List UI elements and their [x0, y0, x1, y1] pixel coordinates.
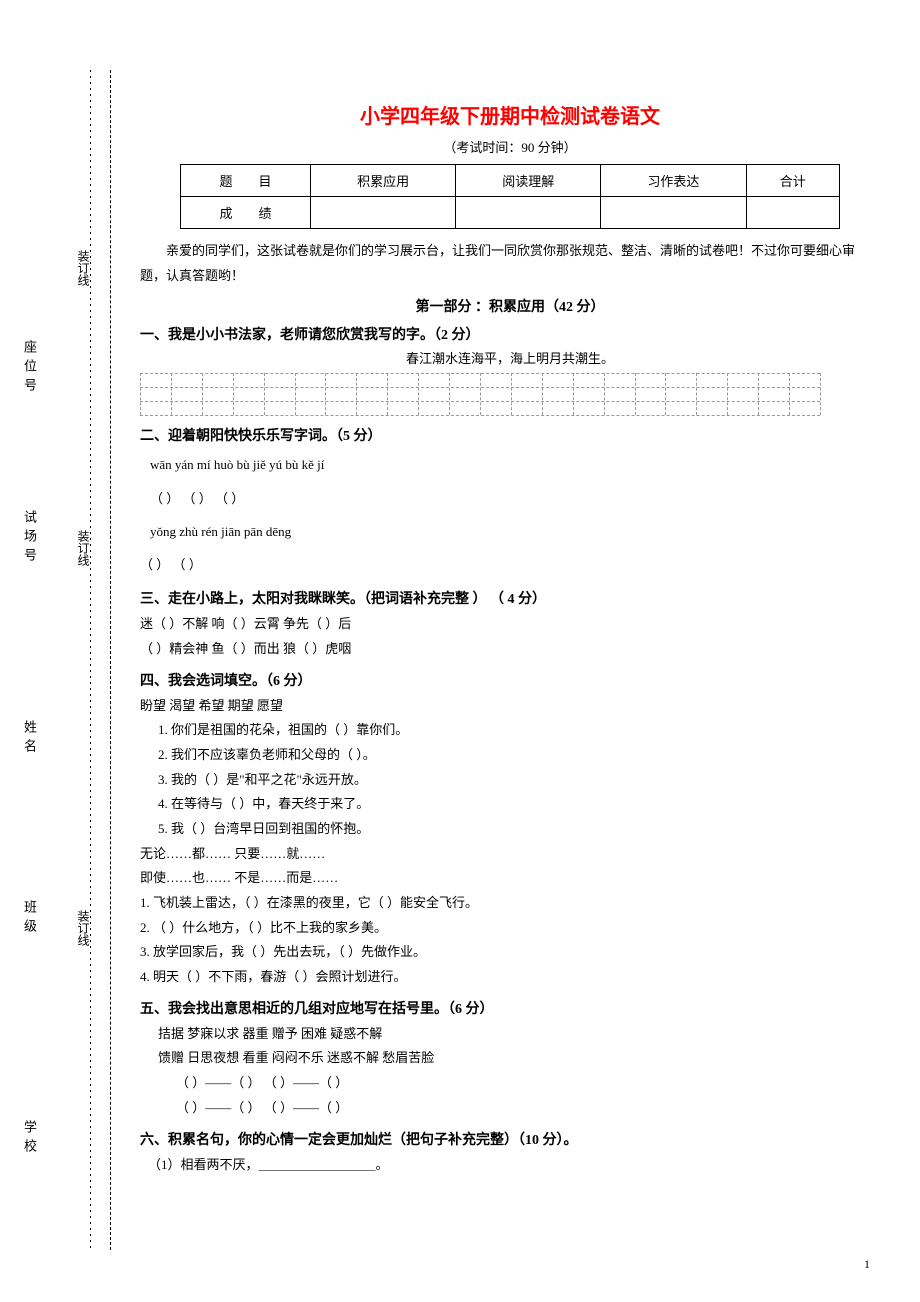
q1-title: 一、我是小小书法家，老师请您欣赏我写的字。（2 分）	[140, 324, 880, 344]
part1-title: 第一部分 ：积累应用（42 分）	[140, 296, 880, 316]
q4-sent: 3. 放学回家后，我（ ）先出去玩，（ ）先做作业。	[140, 940, 880, 965]
q4-conj2: 即使……也…… 不是……而是……	[140, 866, 880, 891]
page-number: 1	[864, 1257, 870, 1272]
binding-line-text-3: 装订线	[75, 910, 92, 946]
td-blank	[311, 197, 456, 229]
table-row: 成 绩	[181, 197, 840, 229]
dot-line	[90, 70, 91, 1250]
q4-title: 四、我会选词填空。（6 分）	[140, 670, 880, 690]
pinyin-row: wān yán mí huò bù jiě yú bù kě jí	[150, 449, 880, 480]
q6-title: 六、积累名句，你的心情一定会更加灿烂（把句子补充完整）（10 分）。	[140, 1129, 880, 1149]
label-school: 学校	[20, 1120, 39, 1158]
label-room: 试场号	[20, 510, 39, 567]
q4-sent: 1. 飞机装上雷达，（ ）在漆黑的夜里，它（ ）能安全飞行。	[140, 891, 880, 916]
label-class: 班级	[20, 900, 39, 938]
dash-line	[110, 70, 111, 1250]
score-table: 题 目 积累应用 阅读理解 习作表达 合计 成 绩	[180, 164, 840, 229]
q5-words2: 馈赠 日思夜想 看重 闷闷不乐 迷惑不解 愁眉苦脸	[158, 1046, 880, 1071]
q4-item: 2. 我们不应该辜负老师和父母的（ ）。	[158, 743, 880, 768]
exam-title: 小学四年级下册期中检测试卷语文	[140, 100, 880, 129]
q5-blanks2: （ ）——（ ） （ ）——（ ）	[176, 1096, 880, 1121]
td-blank	[456, 197, 601, 229]
q4-sent: 4. 明天（ ）不下雨，春游（ ）会照计划进行。	[140, 965, 880, 990]
th-part1: 积累应用	[311, 165, 456, 197]
th-part3: 习作表达	[601, 165, 746, 197]
td-blank	[746, 197, 839, 229]
q4-item: 4. 在等待与（ ）中，春天终于来了。	[158, 792, 880, 817]
binding-line-text-2: 装订线	[75, 530, 92, 566]
q2-title: 二、迎着朝阳快快乐乐写字词。（5 分）	[140, 425, 880, 445]
pinyin-row: yǒng zhù rén jiān pān dēng	[150, 516, 880, 547]
td-score-label: 成 绩	[181, 197, 311, 229]
q3-title: 三、走在小路上，太阳对我眯眯笑。（把词语补充完整 ） （ 4 分）	[140, 588, 880, 608]
blank-row: （ ） （ ）	[140, 549, 880, 580]
table-row: 题 目 积累应用 阅读理解 习作表达 合计	[181, 165, 840, 197]
q4-item: 5. 我（ ）台湾早日回到祖国的怀抱。	[158, 817, 880, 842]
q3-line2: （ ）精会神 鱼（ ）而出 狼（ ）虎咽	[140, 637, 880, 662]
binding-line-text-1: 装订线	[75, 250, 92, 286]
q4-conj1: 无论……都…… 只要……就……	[140, 842, 880, 867]
main-content: 小学四年级下册期中检测试卷语文 （考试时间：90 分钟） 题 目 积累应用 阅读…	[140, 100, 880, 1177]
q6-item1: （1）相看两不厌，＿＿＿＿＿＿＿＿＿。	[148, 1153, 880, 1178]
q4-item: 1. 你们是祖国的花朵，祖国的（ ）靠你们。	[158, 718, 880, 743]
binding-margin: 学校 班级 姓名 试场号 座位号 装订线 装订线 装订线	[0, 0, 130, 1302]
q1-poem: 春江潮水连海平，海上明月共潮生。	[140, 348, 880, 367]
q5-title: 五、我会找出意思相近的几组对应地写在括号里。（6 分）	[140, 998, 880, 1018]
q2-block: wān yán mí huò bù jiě yú bù kě jí （ ） （ …	[150, 449, 880, 580]
writing-grid	[140, 373, 820, 415]
q3-line1: 迷（ ）不解 响（ ）云霄 争先（ ）后	[140, 612, 880, 637]
q5-blanks1: （ ）——（ ） （ ）——（ ）	[176, 1071, 880, 1096]
q4-item: 3. 我的（ ）是"和平之花"永远开放。	[158, 768, 880, 793]
intro-text: 亲爱的同学们，这张试卷就是你们的学习展示台，让我们一同欣赏你那张规范、整洁、清晰…	[140, 239, 880, 288]
td-blank	[601, 197, 746, 229]
th-part2: 阅读理解	[456, 165, 601, 197]
label-name: 姓名	[20, 720, 39, 758]
th-subject: 题 目	[181, 165, 311, 197]
th-total: 合计	[746, 165, 839, 197]
exam-time: （考试时间：90 分钟）	[140, 137, 880, 156]
q5-words1: 拮据 梦寐以求 器重 赠予 困难 疑惑不解	[158, 1022, 880, 1047]
label-seat: 座位号	[20, 340, 39, 397]
q4-sent: 2. （ ）什么地方，（ ）比不上我的家乡美。	[140, 916, 880, 941]
q4-words1: 盼望 渴望 希望 期望 愿望	[140, 694, 880, 719]
blank-row: （ ） （ ） （ ）	[150, 483, 880, 514]
